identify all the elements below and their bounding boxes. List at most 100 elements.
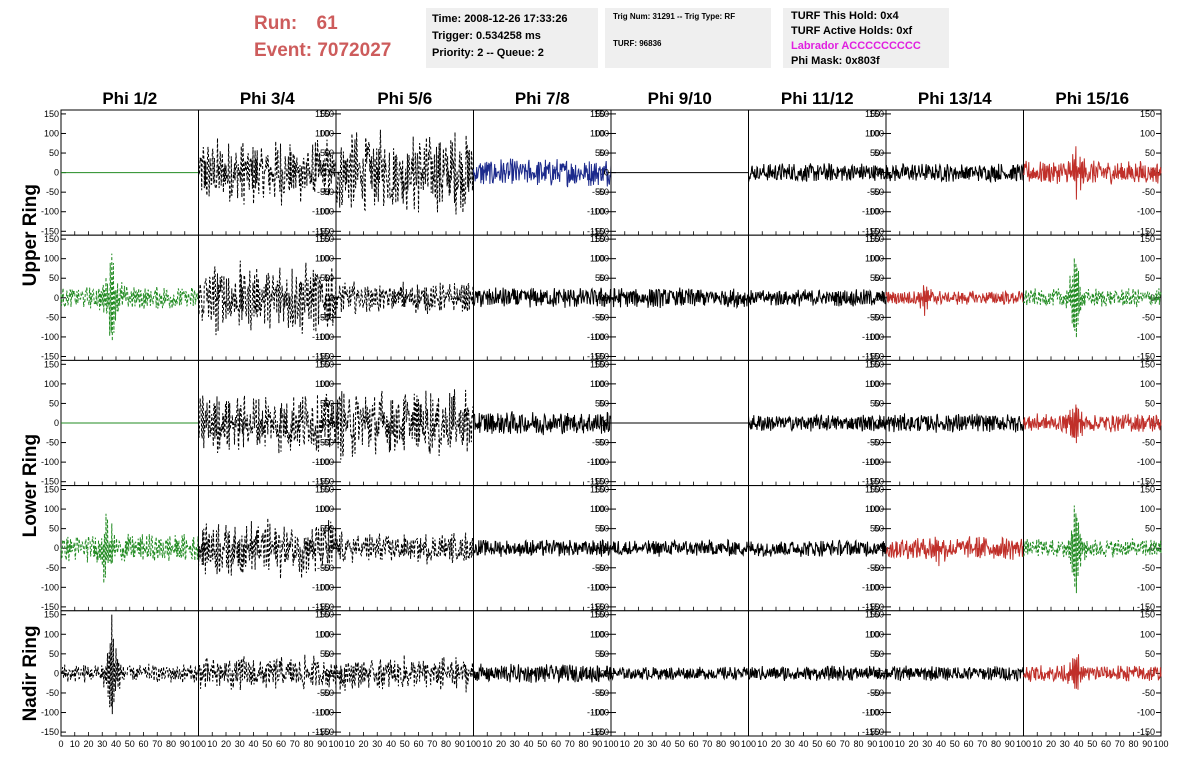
trigger-text: Trigger: 0.534258 ms [432,30,541,42]
turf-active-holds-text: TURF Active Holds: 0xf [791,25,913,37]
y-tick-label: -50 [592,187,605,197]
y-tick-label: 50 [599,398,609,408]
y-tick-label: -150 [1137,477,1155,487]
waveform-trace [198,517,337,579]
y-tick-label: -100 [866,332,884,342]
waveform-trace [885,665,1024,682]
y-tick-label: 100 [315,128,330,138]
y-tick-label: -150 [591,602,609,612]
y-tick-label: 100 [869,254,884,264]
y-tick-label: -100 [312,582,330,592]
row-label-2: Nadir Ring [20,625,41,721]
y-tick-label: 100 [315,254,330,264]
x-tick-label: 100 [328,739,343,749]
panel-r4-c7: -150 -100 -50 0 50 100 150 [1023,610,1162,737]
y-tick-label: 100 [315,629,330,639]
y-tick-label: 50 [1145,398,1155,408]
y-tick-label: -50 [321,187,334,197]
x-tick-label: 60 [413,739,423,749]
panel-r2-c2: -150 -100 -50 0 50 100 150 [316,359,474,487]
y-tick-label: 100 [865,504,880,514]
y-tick-label: 100 [594,128,609,138]
x-tick-label: 0 [58,739,63,749]
x-tick-label: 20 [496,739,506,749]
y-tick-label: 100 [594,254,609,264]
y-tick-label: -150 [41,477,59,487]
y-tick-label: -50 [596,187,609,197]
x-tick-label: 60 [688,739,698,749]
y-tick-label: 150 [319,234,334,244]
y-tick-label: -50 [867,187,880,197]
y-tick-label: 50 [599,649,609,659]
y-tick-label: -100 [862,457,880,467]
y-tick-label: 0 [54,293,59,303]
panel-r2-c0: -150 -100 -50 0 50 100 150 [41,359,199,487]
y-tick-label: -50 [867,312,880,322]
waveform-trace [885,162,1024,184]
x-tick-label: 20 [221,739,231,749]
y-tick-label: 100 [594,379,609,389]
y-tick-label: -50 [317,312,330,322]
y-tick-label: 100 [1140,254,1155,264]
y-tick-label: -50 [867,438,880,448]
y-tick-label: 150 [869,610,884,620]
y-tick-label: -150 [866,477,884,487]
y-tick-label: 0 [604,418,609,428]
y-tick-label: 0 [879,668,884,678]
y-tick-label: 50 [874,148,884,158]
y-tick-label: 150 [590,610,605,620]
y-tick-label: -50 [871,187,884,197]
y-tick-label: -150 [312,727,330,737]
y-tick-label: -100 [591,332,609,342]
x-tick-label: 30 [235,739,245,749]
y-tick-label: 50 [595,398,605,408]
x-tick-label: 10 [757,739,767,749]
y-tick-label: 50 [595,148,605,158]
x-tick-label: 10 [482,739,492,749]
y-tick-label: 100 [319,504,334,514]
panel-r3-c4: -150 -100 -50 0 50 100 150 [591,485,749,612]
y-tick-label: -150 [1137,727,1155,737]
column-header-0: Phi 1/2 [102,89,157,108]
x-tick-label: 70 [565,739,575,749]
y-tick-label: -50 [46,563,59,573]
x-tick-label: 60 [1101,739,1111,749]
y-tick-label: -50 [321,563,334,573]
x-tick-label: 40 [248,739,258,749]
y-tick-label: 150 [1140,234,1155,244]
x-tick-label: 40 [1073,739,1083,749]
y-tick-label: 150 [869,234,884,244]
waveform-trace [198,260,337,336]
y-tick-label: 100 [590,128,605,138]
y-tick-label: 50 [599,524,609,534]
y-tick-label: 0 [879,168,884,178]
waveform-trace [748,289,887,307]
y-tick-label: -50 [317,688,330,698]
y-tick-label: -150 [862,351,880,361]
y-tick-label: 100 [1140,128,1155,138]
waveform-trace [335,281,474,315]
y-tick-label: 50 [320,398,330,408]
x-tick-label: 40 [798,739,808,749]
x-tick-label: 10 [620,739,630,749]
y-tick-label: 100 [869,379,884,389]
x-tick-label: 20 [83,739,93,749]
run-value: 61 [316,13,338,34]
waveform-trace [610,538,749,557]
x-tick-label: 90 [455,739,465,749]
y-tick-label: -50 [592,312,605,322]
panel-r4-c2: -150 -100 -50 0 50 100 150 [316,610,474,737]
y-tick-label: -150 [587,602,605,612]
x-tick-label: 70 [427,739,437,749]
y-tick-label: -150 [862,602,880,612]
y-tick-label: 100 [869,629,884,639]
waveform-trace [885,413,1024,433]
x-tick-label: 30 [372,739,382,749]
y-tick-label: 0 [329,168,334,178]
x-tick-label: 20 [908,739,918,749]
y-tick-label: 150 [590,485,605,495]
x-tick-label: 10 [207,739,217,749]
y-tick-label: -150 [316,351,334,361]
y-tick-label: 50 [324,649,334,659]
